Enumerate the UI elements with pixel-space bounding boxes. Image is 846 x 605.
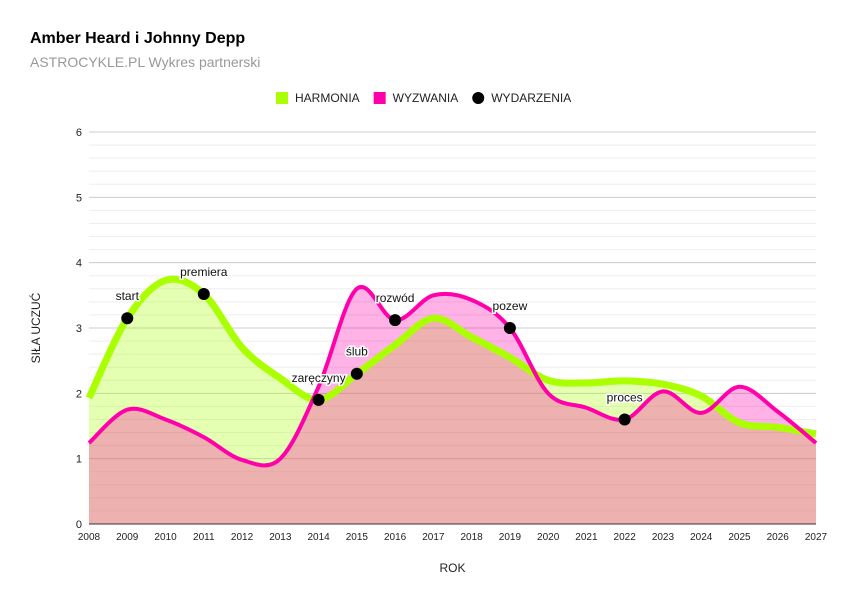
event-point [350,367,363,380]
chart-subtitle: ASTROCYKLE.PL Wykres partnerski [30,54,261,70]
legend-item: WYZWANIA [373,91,459,105]
x-axis-label: ROK [439,561,465,575]
event-label: premiera [180,265,228,279]
legend-swatch [472,92,485,104]
x-tick-label: 2027 [805,532,828,543]
event-point [121,312,134,325]
x-tick-label: 2012 [231,532,254,543]
x-tick-label: 2010 [154,532,177,543]
x-tick-label: 2021 [575,532,598,543]
legend-label: WYDARZENIA [491,91,571,105]
y-tick-label: 1 [76,454,82,466]
x-tick-label: 2022 [614,532,637,543]
legend-label: WYZWANIA [393,91,459,105]
x-tick-label: 2013 [269,532,292,543]
x-tick-label: 2016 [384,532,407,543]
event-point [618,413,631,426]
legend-label: HARMONIA [295,91,360,105]
x-tick-label: 2018 [461,532,484,543]
x-tick-label: 2011 [193,532,215,543]
y-tick-label: 3 [76,323,82,335]
event-point [503,322,516,334]
event-label: start [116,289,140,303]
series-line-wyzwania [87,284,818,468]
event-point [389,314,402,327]
x-tick-label: 2017 [422,532,445,543]
legend-item: HARMONIA [276,91,360,105]
x-tick-label: 2026 [767,532,790,543]
legend-swatch [373,92,386,104]
x-tick-label: 2008 [78,532,101,543]
y-tick-label: 5 [76,192,82,204]
y-tick-label: 0 [76,519,82,531]
x-tick-label: 2024 [690,532,713,543]
x-tick-label: 2009 [116,532,139,543]
event-label: rozwód [376,291,415,305]
event-label: zaręczyny [292,371,346,385]
event-label: pozew [493,299,528,313]
x-tick-label: 2019 [499,532,522,543]
event-label: ślub [346,345,368,359]
y-tick-label: 2 [76,388,82,400]
y-axis-label: SIŁA UCZUĆ [28,292,43,363]
x-tick-label: 2015 [346,532,369,543]
legend-item: WYDARZENIA [472,91,571,105]
event-label: proces [607,390,643,404]
y-tick-label: 4 [76,258,82,270]
x-tick-label: 2014 [307,532,330,543]
x-tick-label: 2025 [728,532,751,543]
x-tick-label: 2023 [652,532,675,543]
chart-title: Amber Heard i Johnny Depp [30,30,246,47]
legend-swatch [276,92,288,104]
x-tick-label: 2020 [537,532,560,543]
y-tick-label: 6 [76,127,82,139]
event-point [197,288,210,301]
event-point [312,393,325,406]
